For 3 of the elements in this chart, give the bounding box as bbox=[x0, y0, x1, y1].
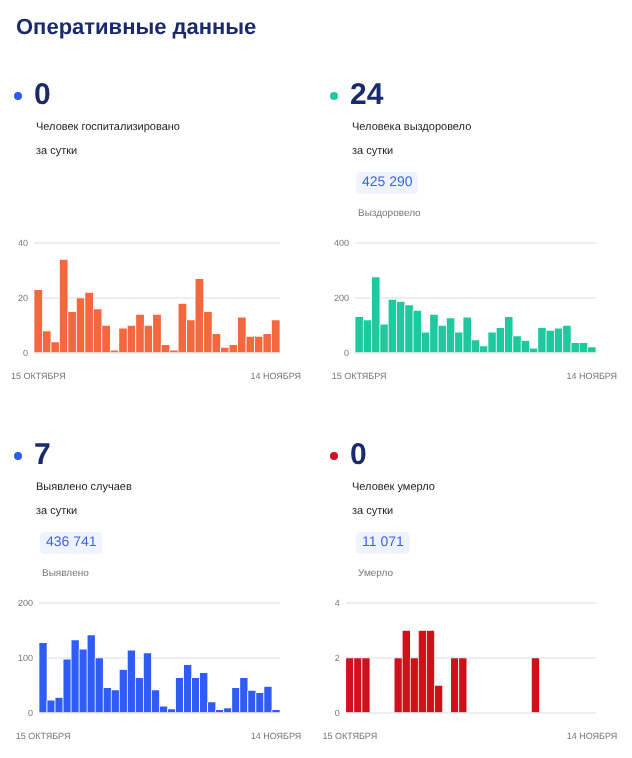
text: 7 bbox=[34, 438, 51, 472]
text: 24 bbox=[350, 78, 384, 112]
text: Оперативные данные bbox=[16, 16, 257, 40]
